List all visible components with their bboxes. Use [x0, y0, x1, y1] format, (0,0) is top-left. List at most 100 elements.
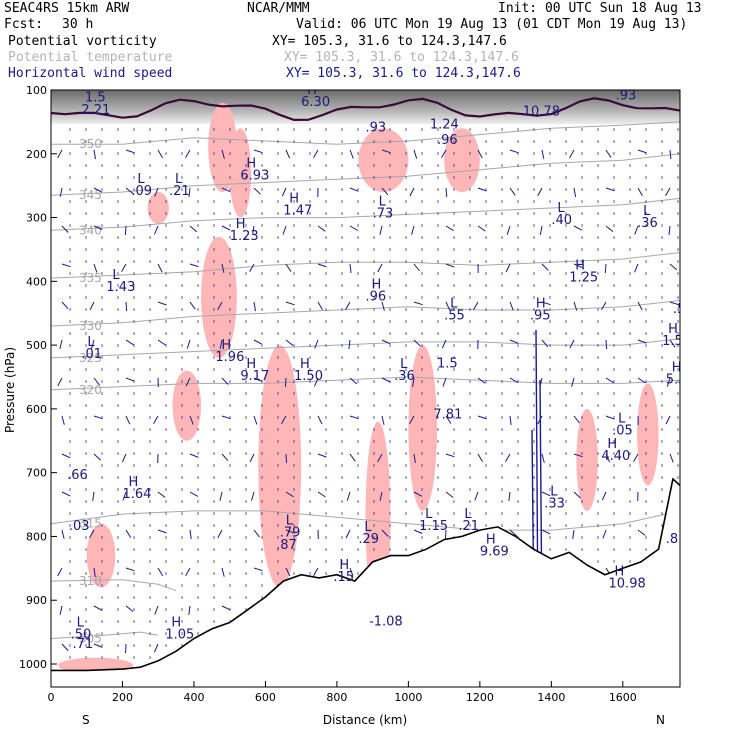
extremum-value-10: 6.93 [240, 168, 269, 183]
wind-vector [605, 415, 615, 420]
y-tick-label-800: 800 [26, 530, 47, 543]
wind-vector [573, 453, 583, 458]
wind-vector [253, 301, 256, 311]
extremum-value-23: 1.96 [215, 350, 244, 365]
wind-vector [477, 225, 486, 232]
wind-vector [313, 149, 319, 159]
wind-vector [349, 377, 358, 385]
wind-vector [89, 301, 95, 311]
wind-vector [445, 415, 452, 424]
endpoint-north: N [656, 713, 665, 727]
pv-region-7 [258, 345, 302, 588]
extremum-value-14: .40 [551, 213, 572, 228]
wind-vector [125, 301, 128, 312]
x-tick-label-600: 600 [255, 691, 276, 704]
field-xy-wind: XY= 105.3, 31.6 to 124.3,147.6 [286, 66, 521, 81]
extremum-kind-18: L [450, 297, 458, 312]
wind-vector [349, 263, 352, 273]
wind-vector [413, 529, 423, 534]
wind-vector [154, 605, 159, 615]
wind-vector [125, 187, 134, 194]
extremum-value-40: .29 [358, 532, 379, 547]
extremum-value-20: 1.25 [569, 270, 598, 285]
extremum-value-16: 1.43 [106, 280, 135, 295]
wind-vector [349, 149, 354, 159]
wind-vector [509, 377, 519, 383]
wind-vector [122, 491, 127, 501]
wind-vector [669, 339, 676, 348]
wind-vector [217, 529, 223, 539]
wind-vector [477, 187, 487, 192]
wind-vector [93, 377, 100, 386]
theta-contour-345 [51, 153, 680, 196]
wind-vector [506, 225, 511, 235]
wind-vector [409, 187, 415, 197]
extremum-value-49: 1.05 [165, 627, 194, 642]
wind-vector [189, 301, 196, 310]
extremum-value-27: 1.54 [662, 334, 691, 349]
wind-vector [285, 567, 291, 577]
extremum-value-30: 5.50 [666, 372, 695, 387]
wind-vector [445, 453, 455, 458]
wind-vector [125, 529, 132, 538]
y-tick-label-300: 300 [26, 212, 47, 225]
wind-vector [509, 301, 514, 311]
wind-vector [541, 149, 545, 159]
wind-vector [285, 149, 291, 159]
wind-vector [539, 225, 543, 235]
wind-vector [59, 187, 63, 197]
extremum-value-5: .96 [437, 133, 458, 148]
wind-vector [505, 263, 511, 273]
field-name-wind: Horizontal wind speed [8, 66, 173, 81]
wind-vector [92, 491, 95, 501]
wind-vector [573, 301, 578, 311]
extremum-kind-30: H [672, 360, 682, 375]
extremum-kind-15: L [643, 204, 651, 219]
y-tick-label-200: 200 [26, 148, 47, 161]
forecast-hours: 30 h [62, 17, 94, 32]
forecast-label: Fcst: [4, 17, 44, 32]
wind-vector [477, 149, 483, 159]
wind-vector [157, 339, 166, 346]
extremum-kind-13: H [236, 217, 246, 232]
wind-vector [665, 187, 671, 197]
wind-vector [121, 453, 127, 463]
wind-vector [157, 149, 163, 159]
wind-vector [125, 149, 135, 154]
wind-vector [477, 377, 486, 384]
wind-vector [251, 491, 255, 501]
wind-vector [61, 491, 71, 497]
extremum-kind-11: H [289, 191, 299, 206]
extremum-value-24: 9.17 [240, 369, 269, 384]
wind-vector [381, 415, 385, 425]
wind-vector [541, 263, 549, 271]
theta-contour-310 [51, 579, 177, 592]
wind-vector [249, 263, 255, 273]
wind-vector [185, 377, 191, 387]
extremum-kind-45: H [615, 564, 625, 579]
theta-contour-325 [51, 338, 680, 359]
extremum-value-33: .66 [67, 468, 88, 483]
wind-vector [509, 187, 516, 196]
wind-vector [125, 567, 135, 572]
wind-vector [669, 453, 674, 463]
extremum-value-34: 1.64 [122, 487, 151, 502]
wind-vector [445, 225, 454, 232]
wind-vector [509, 339, 519, 344]
wind-vector [61, 453, 71, 459]
wind-vector [413, 453, 416, 463]
wind-vector [573, 263, 583, 269]
extremum-value-47: .50 [71, 627, 92, 642]
wind-vector [346, 491, 351, 501]
wind-vector [285, 529, 295, 534]
extremum-kind-19: H [536, 297, 546, 312]
wind-vector [219, 491, 223, 501]
wind-vector [125, 605, 134, 612]
wind-vector [669, 149, 672, 160]
wind-vector [669, 263, 678, 271]
wind-vector [381, 149, 391, 154]
pv-region-0 [208, 102, 237, 193]
wind-vector [634, 225, 639, 235]
wind-vector [444, 529, 447, 540]
wind-vector [219, 339, 223, 349]
